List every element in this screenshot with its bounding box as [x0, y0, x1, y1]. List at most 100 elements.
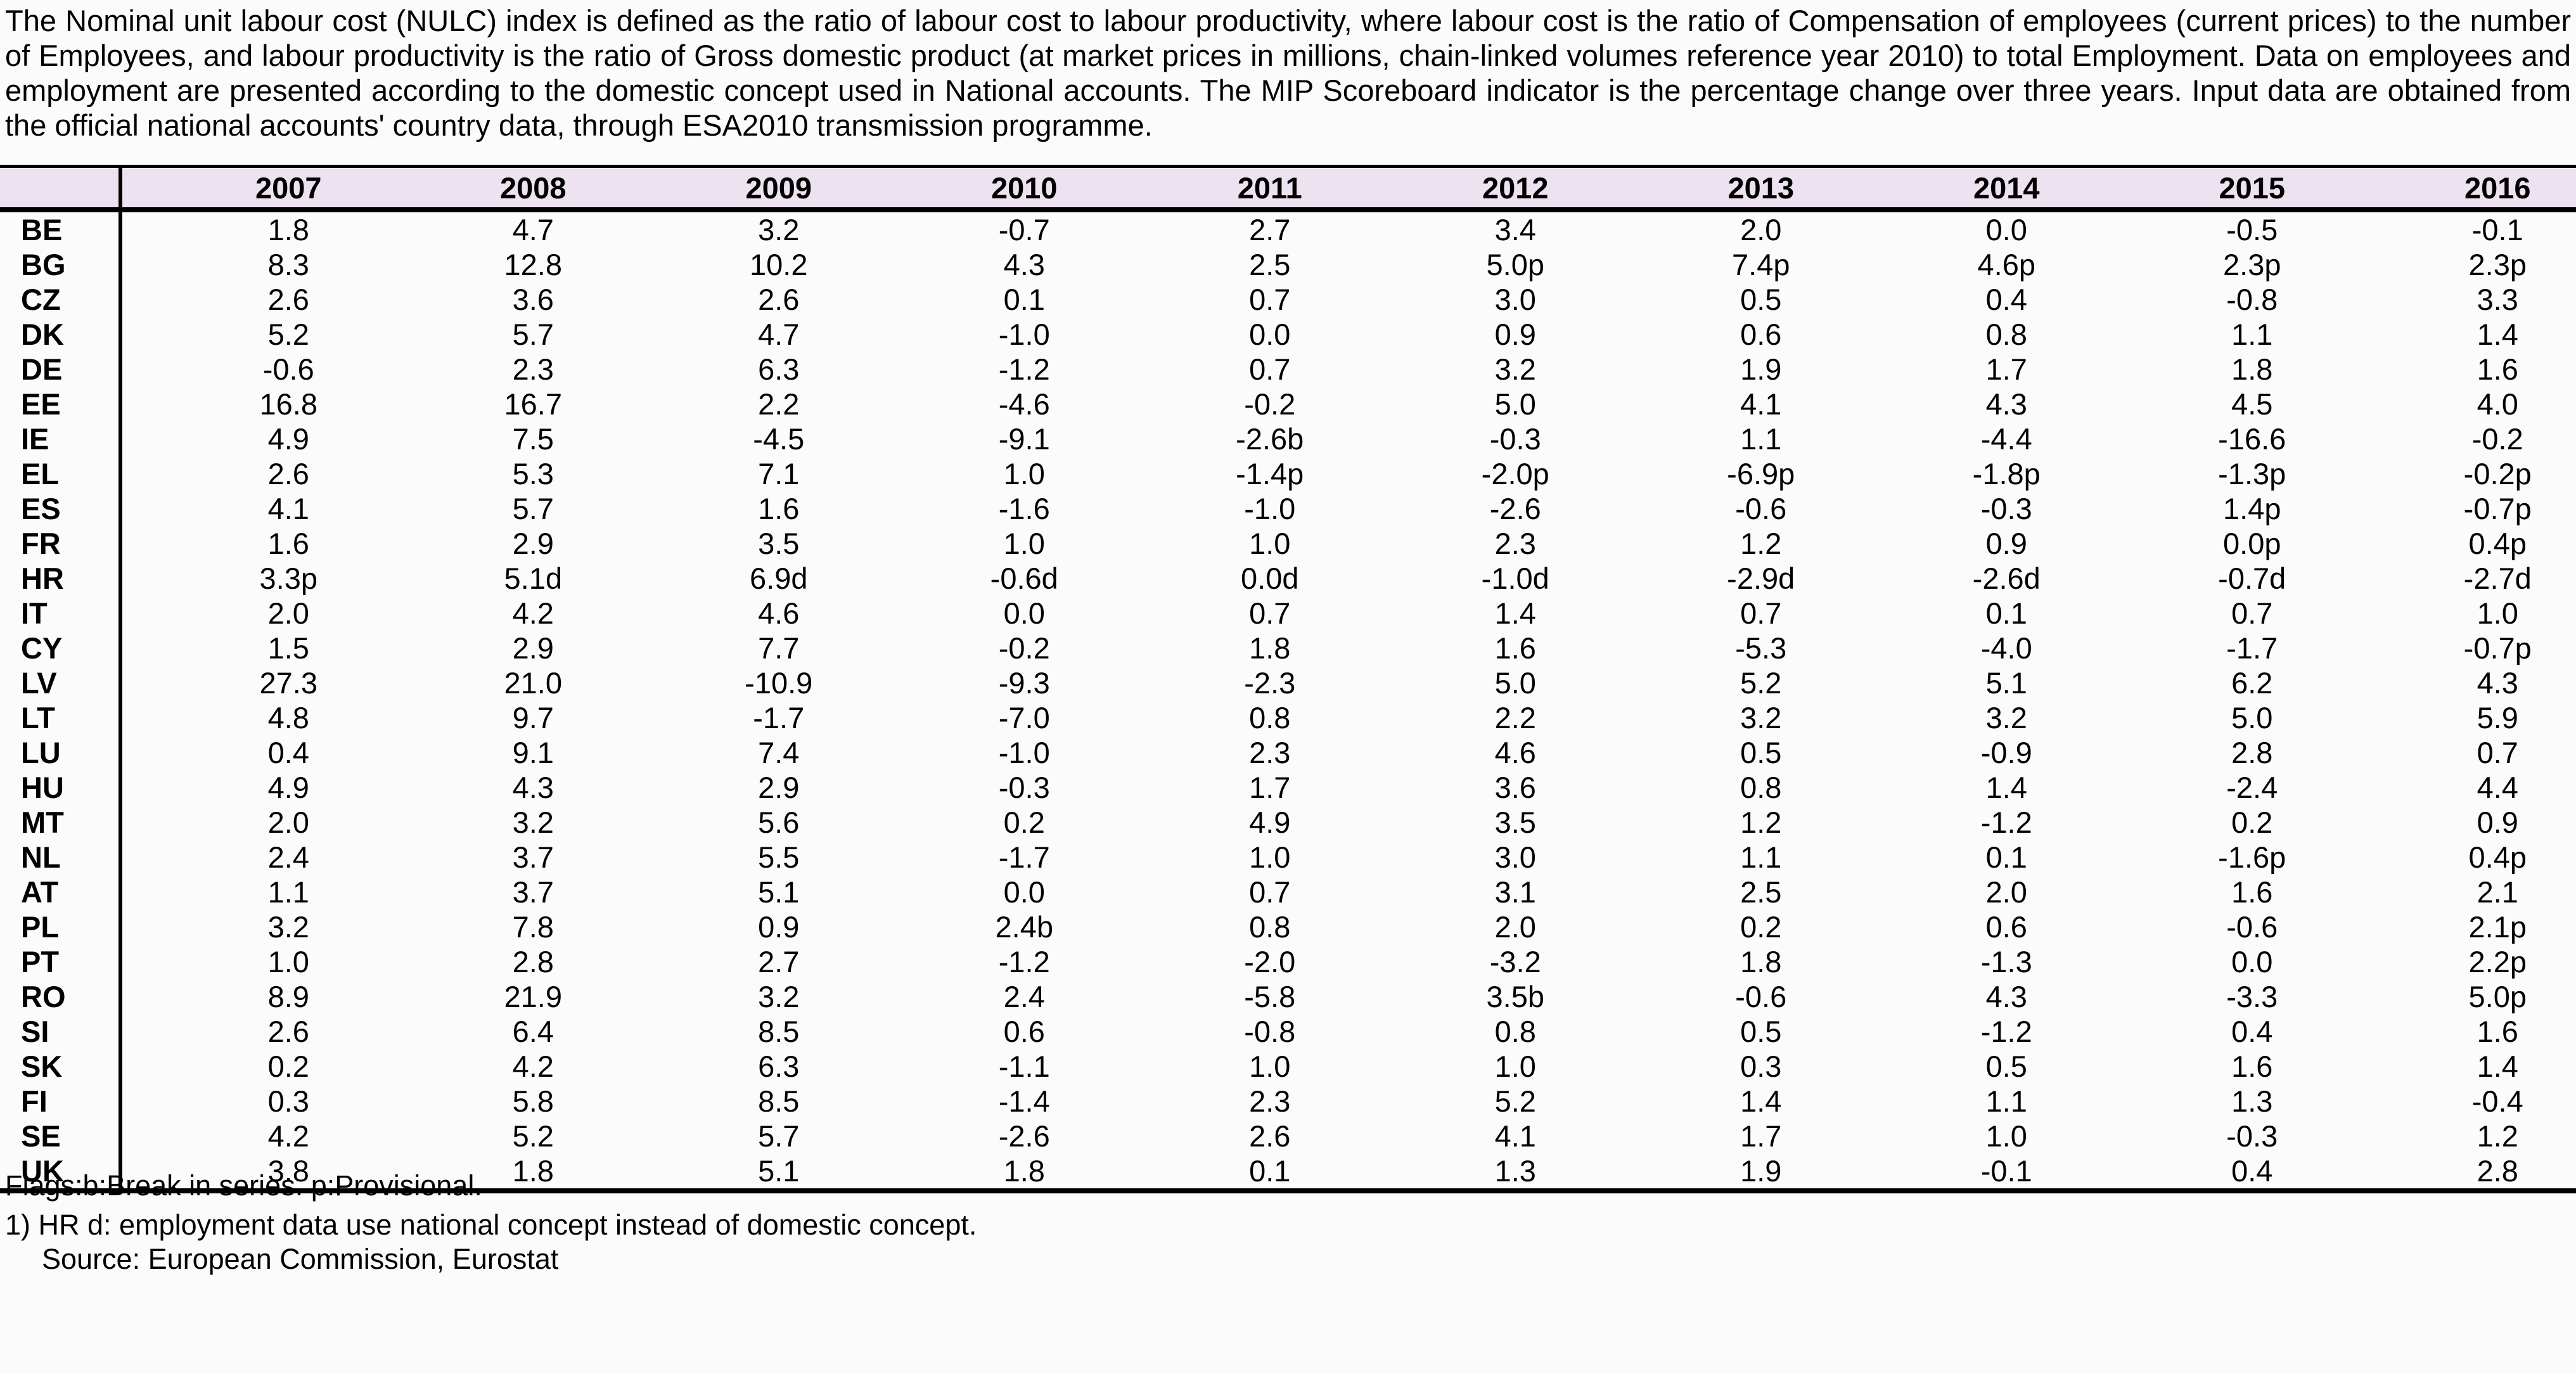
- value-cell-HR-2010: -0.6d: [990, 562, 1058, 595]
- value-cell-FI-2016: -0.4: [2471, 1084, 2523, 1118]
- value-cell-CZ-2015: -0.8: [2226, 283, 2278, 316]
- value-cell-HU-2013: 0.8: [1740, 771, 1782, 804]
- value-cell-UK-2008: 1.8: [512, 1154, 554, 1188]
- value-cell-RO-2009: 3.2: [758, 980, 800, 1013]
- country-code: IT: [0, 596, 122, 631]
- value-cell-HR-2008: 5.1d: [504, 562, 562, 595]
- value-cell-HR-2013: -2.9d: [1727, 562, 1795, 595]
- value-cell-DK-2014: 0.8: [1985, 318, 2027, 351]
- value-cell-IE-2008: 7.5: [512, 422, 554, 456]
- value-cell-IE-2013: 1.1: [1740, 422, 1782, 456]
- year-header-2009: 2009: [612, 166, 857, 212]
- value-cell-EL-2008: 5.3: [512, 457, 554, 491]
- value-cell-UK-2011: 0.1: [1249, 1154, 1291, 1188]
- value-cell-SE-2008: 5.2: [512, 1119, 554, 1153]
- value-cell-FR-2015: 0.0p: [2223, 527, 2281, 560]
- value-cell-IT-2016: 1.0: [2477, 596, 2518, 630]
- value-cell-PL-2013: 0.2: [1740, 910, 1782, 944]
- value-cell-CY-2014: -4.0: [1980, 631, 2032, 665]
- value-cell-BG-2007: 8.3: [267, 248, 309, 281]
- value-cell-LU-2007: 0.4: [267, 736, 309, 769]
- value-cell-CY-2011: 1.8: [1249, 631, 1291, 665]
- value-cell-CZ-2014: 0.4: [1985, 283, 2027, 316]
- value-cell-PT-2014: -1.3: [1980, 945, 2032, 979]
- value-cell-RO-2011: -5.8: [1244, 980, 1296, 1013]
- value-cell-BE-2016: -0.1: [2471, 213, 2523, 247]
- value-cell-HU-2012: 3.6: [1494, 771, 1536, 804]
- value-cell-SI-2013: 0.5: [1740, 1015, 1782, 1048]
- value-cell-BE-2010: -0.7: [998, 213, 1050, 247]
- value-cell-UK-2014: -0.1: [1980, 1154, 2032, 1188]
- value-cell-CZ-2011: 0.7: [1249, 283, 1291, 316]
- value-cell-CZ-2007: 2.6: [267, 283, 309, 316]
- value-cell-MT-2010: 0.2: [1003, 806, 1045, 839]
- table-row-EL: EL 2.6 5.3 7.1 1.0 -1.4p -2.0p -6.9p -1.8p -1.3p -…: [0, 456, 2576, 491]
- value-cell-IE-2010: -9.1: [998, 422, 1050, 456]
- value-cell-LV-2015: 6.2: [2231, 666, 2273, 700]
- country-code: LU: [0, 735, 122, 770]
- value-cell-CZ-2008: 3.6: [512, 283, 554, 316]
- value-cell-LV-2012: 5.0: [1494, 666, 1536, 700]
- value-cell-FR-2010: 1.0: [1003, 527, 1045, 560]
- value-cell-CZ-2009: 2.6: [758, 283, 800, 316]
- value-cell-SK-2014: 0.5: [1985, 1050, 2027, 1083]
- value-cell-IE-2007: 4.9: [267, 422, 309, 456]
- country-code: SE: [0, 1119, 122, 1153]
- value-cell-UK-2012: 1.3: [1494, 1154, 1536, 1188]
- value-cell-BE-2012: 3.4: [1494, 213, 1536, 247]
- value-cell-DE-2010: -1.2: [998, 352, 1050, 386]
- value-cell-EL-2010: 1.0: [1003, 457, 1045, 491]
- country-code: IE: [0, 421, 122, 456]
- value-cell-EE-2009: 2.2: [758, 387, 800, 421]
- value-cell-IT-2012: 1.4: [1494, 596, 1536, 630]
- value-cell-IE-2015: -16.6: [2218, 422, 2286, 456]
- country-code: PL: [0, 909, 122, 944]
- value-cell-CZ-2016: 3.3: [2477, 283, 2518, 316]
- value-cell-PL-2009: 0.9: [758, 910, 800, 944]
- value-cell-FR-2009: 3.5: [758, 527, 800, 560]
- value-cell-UK-2015: 0.4: [2231, 1154, 2273, 1188]
- value-cell-EL-2011: -1.4p: [1236, 457, 1304, 491]
- value-cell-UK-2010: 1.8: [1003, 1154, 1045, 1188]
- value-cell-SE-2013: 1.7: [1740, 1119, 1782, 1153]
- value-cell-DK-2013: 0.6: [1740, 318, 1782, 351]
- value-cell-FR-2011: 1.0: [1249, 527, 1291, 560]
- value-cell-RO-2013: -0.6: [1735, 980, 1787, 1013]
- value-cell-CZ-2012: 3.0: [1494, 283, 1536, 316]
- value-cell-FI-2011: 2.3: [1249, 1084, 1291, 1118]
- value-cell-MT-2015: 0.2: [2231, 806, 2273, 839]
- value-cell-AT-2016: 2.1: [2477, 875, 2518, 909]
- value-cell-BG-2013: 7.4p: [1732, 248, 1790, 281]
- value-cell-PT-2008: 2.8: [512, 945, 554, 979]
- value-cell-SE-2015: -0.3: [2226, 1119, 2278, 1153]
- value-cell-AT-2015: 1.6: [2231, 875, 2273, 909]
- table-row-DE: DE -0.6 2.3 6.3 -1.2 0.7 3.2 1.9 1.7 1.8 1.6: [0, 352, 2576, 387]
- value-cell-BG-2012: 5.0p: [1486, 248, 1544, 281]
- value-cell-SK-2012: 1.0: [1494, 1050, 1536, 1083]
- table-row-HR: HR 3.3p 5.1d 6.9d -0.6d 0.0d -1.0d -2.9d -2.6d -0…: [0, 561, 2576, 596]
- value-cell-PL-2007: 3.2: [267, 910, 309, 944]
- value-cell-BE-2015: -0.5: [2226, 213, 2278, 247]
- value-cell-DE-2007: -0.6: [262, 352, 314, 386]
- value-cell-ES-2013: -0.6: [1735, 492, 1787, 525]
- value-cell-IT-2009: 4.6: [758, 596, 800, 630]
- table-row-BE: BE 1.8 4.7 3.2 -0.7 2.7 3.4 2.0 0.0 -0.5 -0.1: [0, 210, 2576, 247]
- value-cell-DK-2012: 0.9: [1494, 318, 1536, 351]
- value-cell-PT-2013: 1.8: [1740, 945, 1782, 979]
- value-cell-EL-2013: -6.9p: [1727, 457, 1795, 491]
- value-cell-DK-2007: 5.2: [267, 318, 309, 351]
- value-cell-LT-2011: 0.8: [1249, 701, 1291, 735]
- table-row-SK: SK 0.2 4.2 6.3 -1.1 1.0 1.0 0.3 0.5 1.6 1.4: [0, 1049, 2576, 1084]
- value-cell-SI-2012: 0.8: [1494, 1015, 1536, 1048]
- value-cell-LT-2010: -7.0: [998, 701, 1050, 735]
- value-cell-CY-2007: 1.5: [267, 631, 309, 665]
- table-row-IT: IT 2.0 4.2 4.6 0.0 0.7 1.4 0.7 0.1 0.7 1.0: [0, 596, 2576, 631]
- country-code: SI: [0, 1014, 122, 1049]
- value-cell-LU-2016: 0.7: [2477, 736, 2518, 769]
- value-cell-NL-2013: 1.1: [1740, 840, 1782, 874]
- value-cell-MT-2009: 5.6: [758, 806, 800, 839]
- year-header-2008: 2008: [366, 166, 612, 212]
- value-cell-DE-2014: 1.7: [1985, 352, 2027, 386]
- value-cell-EE-2015: 4.5: [2231, 387, 2273, 421]
- value-cell-IT-2014: 0.1: [1985, 596, 2027, 630]
